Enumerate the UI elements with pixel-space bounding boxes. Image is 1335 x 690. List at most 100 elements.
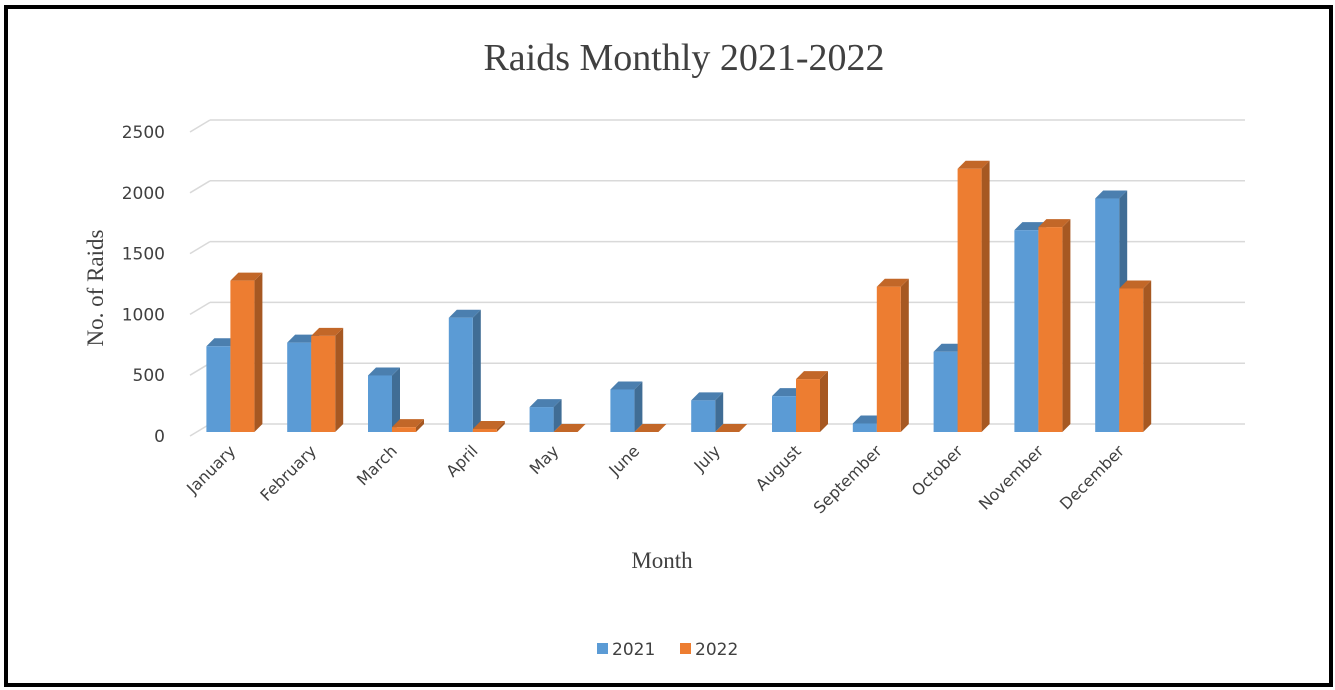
bar-2021-may [529, 399, 562, 432]
bar-side-face [820, 371, 828, 432]
bar-side-face [254, 272, 263, 432]
bar-top-face [1038, 219, 1071, 228]
grid-line-diagonal [189, 180, 211, 194]
bars [206, 160, 1152, 432]
x-tick-label: October [908, 441, 967, 500]
x-tick-label: May [526, 441, 563, 478]
x-tick-label: July [690, 441, 724, 475]
bar-front-face [1119, 288, 1144, 432]
bar-top-face [553, 424, 586, 432]
bar-front-face [287, 342, 312, 432]
legend-label: 2022 [695, 640, 738, 660]
bar-side-face [335, 327, 344, 432]
legend-swatch [680, 643, 691, 654]
bar-front-face [957, 168, 982, 432]
bar-front-face [448, 317, 473, 432]
bar-top-face [230, 272, 263, 281]
y-axis-ticks: 0 500 1000 1500 2000 2500 [122, 123, 165, 447]
bar-top-face [876, 278, 909, 287]
bar-front-face [876, 286, 901, 432]
x-axis-title: Month [631, 548, 693, 573]
legend: 2021 2022 [597, 640, 738, 660]
bar-top-face [796, 371, 828, 380]
x-tick-label: September [810, 441, 886, 517]
x-tick-label: March [353, 441, 401, 489]
bar-front-face [206, 346, 231, 432]
x-tick-label: August [752, 441, 805, 494]
legend-label: 2021 [612, 640, 655, 660]
bar-side-face [1062, 219, 1071, 432]
legend-swatch [597, 643, 608, 654]
bar-2022-september [876, 278, 909, 432]
bar-2022-april [472, 420, 505, 432]
bar-2022-january [230, 272, 263, 432]
bar-front-face [691, 400, 716, 432]
bar-front-face [392, 427, 416, 432]
bar-front-face [1014, 230, 1039, 432]
bar-top-face [634, 424, 667, 432]
bar-front-face [852, 423, 877, 432]
bar-top-face [715, 424, 748, 432]
bar-2022-october [957, 160, 990, 432]
bar-top-face [1095, 190, 1128, 199]
grid-line-diagonal [189, 240, 211, 255]
bar-side-face [981, 160, 990, 432]
bar-side-face [634, 381, 643, 432]
bar-top-face [957, 160, 990, 169]
legend-item-2021: 2021 [597, 640, 655, 660]
bar-2021-april [448, 309, 481, 432]
bar-side-face [496, 420, 505, 432]
y-tick-label: 1500 [122, 245, 165, 265]
x-tick-label: June [604, 441, 643, 480]
bar-front-face [529, 407, 554, 432]
bar-side-face [900, 278, 909, 432]
bar-front-face [230, 280, 255, 432]
bar-top-face [529, 399, 562, 408]
bar-front-face [1095, 198, 1120, 432]
bar-front-face [933, 351, 958, 432]
grid-line-diagonal [189, 301, 211, 316]
chart-title: Raids Monthly 2021-2022 [483, 37, 884, 79]
grid-lines [189, 119, 1245, 437]
bar-side-face [1143, 280, 1152, 432]
x-tick-label: November [975, 441, 1048, 514]
bar-top-face [448, 309, 481, 318]
bar-front-face [796, 379, 820, 432]
bar-front-face [772, 396, 796, 432]
bar-2022-november [1038, 219, 1071, 432]
y-tick-label: 500 [133, 366, 165, 386]
bar-top-face [610, 381, 643, 390]
bar-front-face [311, 335, 336, 432]
bar-2021-july [691, 392, 724, 432]
bar-top-face [1119, 280, 1152, 289]
bar-2021-march [368, 367, 400, 432]
bar-front-face [610, 389, 635, 432]
bar-front-face [472, 428, 497, 432]
bar-2022-june [634, 424, 667, 432]
y-tick-label: 2000 [122, 184, 165, 204]
bar-top-face [311, 327, 344, 336]
y-tick-label: 1000 [122, 305, 165, 325]
bar-top-face [392, 419, 424, 428]
bar-2022-december [1119, 280, 1152, 432]
y-axis-title: No. of Raids [83, 230, 108, 347]
bar-side-face [416, 419, 424, 432]
bar-2022-august [796, 371, 828, 432]
x-tick-label: December [1056, 441, 1128, 513]
bar-side-face [715, 392, 724, 432]
bar-2022-february [311, 327, 344, 432]
x-axis-categories: January February March April May June July Augu… [182, 441, 1128, 517]
x-tick-label: April [442, 441, 481, 480]
bar-top-face [691, 392, 724, 401]
bar-2022-may [553, 424, 586, 432]
bar-side-face [392, 367, 400, 432]
bar-front-face [1038, 227, 1063, 432]
bar-top-face [472, 420, 505, 429]
bar-side-face [472, 309, 481, 432]
bar-2022-july [715, 424, 748, 432]
y-tick-label: 2500 [122, 123, 165, 143]
bar-front-face [368, 375, 392, 432]
x-tick-label: February [256, 441, 320, 505]
legend-item-2022: 2022 [680, 640, 738, 660]
